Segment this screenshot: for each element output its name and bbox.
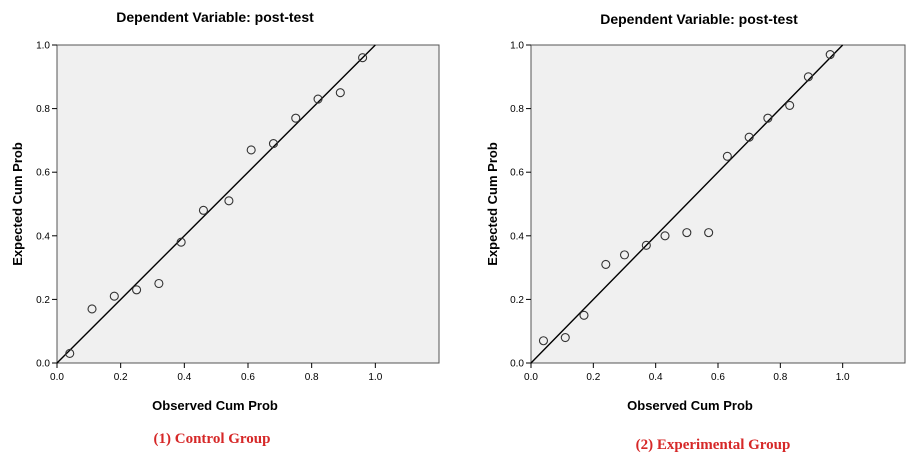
- data-point: [560, 333, 570, 343]
- x-tick-label: 1.0: [368, 372, 382, 383]
- chart-title: Dependent Variable: post-test: [600, 11, 798, 27]
- y-tick-label: 0.6: [510, 168, 524, 179]
- data-point: [579, 310, 589, 320]
- data-point: [763, 113, 773, 123]
- data-point: [313, 94, 323, 104]
- data-point: [176, 237, 186, 247]
- y-tick-label: 1.0: [510, 41, 524, 52]
- data-point: [358, 53, 368, 63]
- data-point: [619, 250, 630, 260]
- plot-area: [530, 44, 906, 364]
- x-tick-label: 0.0: [524, 372, 538, 383]
- chart-experimental-group: Dependent Variable: post-test 0.00.20.40…: [485, 11, 906, 453]
- x-tick-label: 0.2: [114, 372, 128, 383]
- points-layer: [538, 49, 835, 346]
- data-point: [154, 278, 164, 289]
- y-axis-label: Expected Cum Prob: [485, 142, 500, 266]
- y-tick-label: 0.4: [36, 231, 50, 242]
- x-tick-label: 0.8: [305, 372, 319, 383]
- y-axis-ticks: 0.0 0.2 0.4 0.6 0.8 1.0: [36, 41, 57, 370]
- y-tick-label: 0.4: [510, 231, 524, 242]
- x-axis-ticks: 0.0 0.2 0.4 0.6 0.8 1.0: [524, 363, 850, 383]
- data-point: [335, 88, 345, 98]
- data-point: [682, 228, 692, 238]
- y-tick-label: 1.0: [36, 41, 50, 52]
- plot-area: [56, 44, 440, 364]
- data-point: [132, 285, 142, 295]
- data-point: [704, 228, 714, 238]
- x-tick-label: 0.4: [177, 372, 191, 383]
- x-tick-label: 0.8: [773, 372, 787, 383]
- data-point: [268, 139, 279, 149]
- y-axis-label: Expected Cum Prob: [10, 142, 25, 266]
- reference-line: [530, 44, 844, 364]
- data-point: [198, 205, 208, 215]
- x-axis-ticks: 0.0 0.2 0.4 0.6 0.8 1.0: [50, 363, 383, 383]
- data-point: [291, 113, 301, 123]
- data-point: [722, 151, 732, 161]
- points-layer: [65, 53, 368, 359]
- x-axis-label: Observed Cum Prob: [152, 398, 278, 413]
- chart-caption: (2) Experimental Group: [636, 437, 791, 453]
- data-point: [660, 231, 670, 241]
- x-tick-label: 0.4: [649, 372, 663, 383]
- x-axis-label: Observed Cum Prob: [627, 398, 753, 413]
- data-point: [601, 259, 611, 269]
- x-tick-label: 0.6: [241, 372, 255, 383]
- data-point: [785, 100, 795, 110]
- chart-caption: (1) Control Group: [154, 431, 271, 447]
- x-tick-label: 0.0: [50, 372, 64, 383]
- y-tick-label: 0.0: [510, 359, 524, 370]
- data-point: [641, 240, 651, 250]
- y-tick-label: 0.2: [36, 295, 50, 306]
- chart-control-group: Dependent Variable: post-test 0.00.20.40…: [10, 9, 440, 447]
- y-tick-label: 0.2: [510, 295, 524, 306]
- data-point: [246, 145, 256, 155]
- x-tick-label: 0.6: [711, 372, 725, 383]
- data-point: [65, 348, 75, 359]
- reference-line-layer: [530, 44, 844, 364]
- y-axis-ticks: 0.0 0.2 0.4 0.6 0.8 1.0: [510, 41, 531, 370]
- y-tick-label: 0.8: [510, 104, 524, 115]
- data-point: [224, 196, 234, 206]
- y-tick-label: 0.8: [36, 104, 50, 115]
- data-point: [803, 72, 813, 82]
- data-point: [109, 291, 119, 301]
- data-point: [87, 304, 97, 314]
- y-tick-label: 0.6: [36, 168, 50, 179]
- data-point: [825, 49, 835, 60]
- x-tick-label: 0.2: [586, 372, 600, 383]
- x-tick-label: 1.0: [836, 372, 850, 383]
- data-point: [538, 336, 549, 346]
- chart-title: Dependent Variable: post-test: [116, 9, 314, 25]
- y-tick-label: 0.0: [36, 359, 50, 370]
- data-point: [744, 132, 754, 142]
